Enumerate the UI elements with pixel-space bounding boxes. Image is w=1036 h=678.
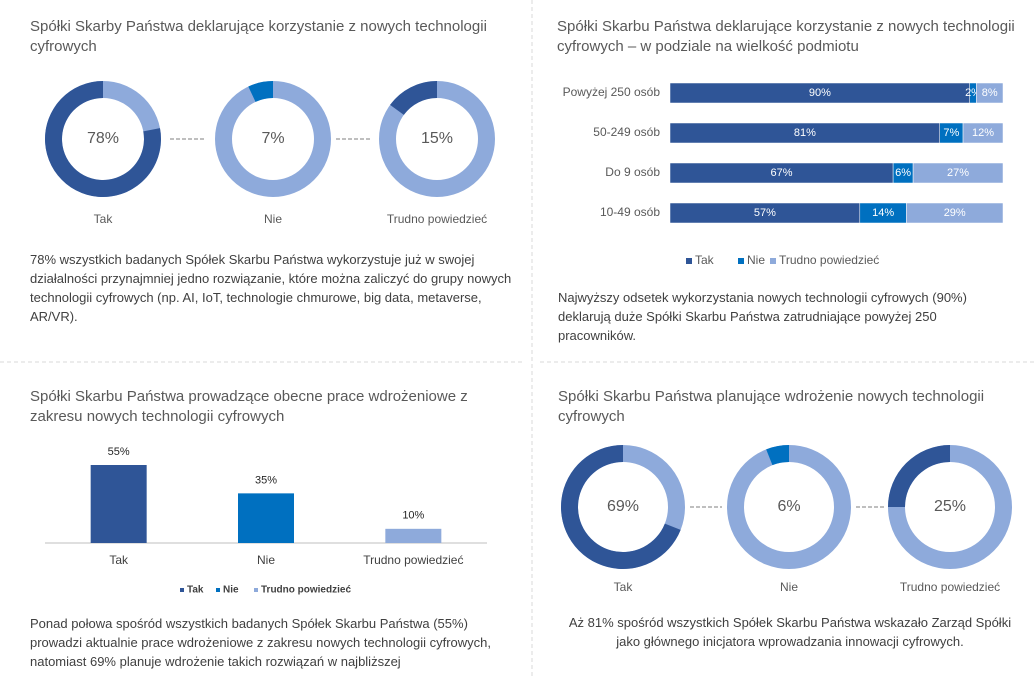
caption: Ponad połowa spośród wszystkich badanych… [30,616,492,669]
legend-label: Trudno powiedzieć [261,585,351,596]
bar-segment [912,162,1004,184]
donut-segment [888,445,950,507]
data-label: 6% [895,167,911,179]
legend-swatch [686,258,692,264]
x-tick-label: Tak [109,553,129,567]
donut-value: 78% [87,130,119,147]
y-tick-label: 10-49 osób [600,205,660,219]
bar [385,528,442,543]
legend-label: Tak [695,253,715,267]
donut-value: 7% [261,130,284,147]
donut-category: Tak [614,580,634,594]
data-label: 57% [754,207,776,219]
chart-title: Spółki Skarby Państwa deklarujące korzys… [30,18,487,55]
data-label: 8% [982,87,998,99]
donut-value: 15% [421,130,453,147]
legend-swatch [770,258,776,264]
caption: Aż 81% spośród wszystkich Spółek Skarbu … [568,615,1012,649]
chart-title: Spółki Skarbu Państwa planujące wdrożeni… [558,388,985,425]
data-label: 29% [944,207,966,219]
donut-category: Trudno powiedzieć [900,580,1000,594]
donut-category: Tak [94,212,114,226]
y-tick-label: Do 9 osób [605,165,660,179]
donut-category: Trudno powiedzieć [387,212,487,226]
donut-segment [766,445,789,466]
data-label: 55% [108,446,130,458]
bar [90,465,147,543]
data-label: 81% [794,127,816,139]
data-label: 90% [809,87,831,99]
y-tick-label: Powyżej 250 osób [563,85,661,99]
legend-label: Nie [747,253,765,267]
data-label: 12% [972,127,994,139]
donut-category: Nie [780,580,798,594]
legend-swatch [738,258,744,264]
x-tick-label: Trudno powiedzieć [363,553,463,567]
data-label: 35% [255,474,277,486]
donut-value: 69% [607,498,639,515]
data-label: 67% [771,167,793,179]
data-label: 14% [872,207,894,219]
legend-label: Tak [187,585,204,596]
bar-segment [906,202,1004,224]
caption: Najwyższy odsetek wykorzystania nowych t… [558,290,967,343]
y-tick-label: 50-249 osób [593,125,660,139]
legend-swatch [216,588,220,592]
legend-swatch [254,588,258,592]
chart-title: Spółki Skarbu Państwa prowadzące obecne … [30,388,468,425]
data-label: 27% [947,167,969,179]
donut-segment [248,81,273,102]
bar [238,493,294,543]
legend-label: Nie [223,585,239,596]
legend-label: Trudno powiedzieć [779,253,879,267]
bar-segment [962,122,1004,144]
legend-swatch [180,588,184,592]
bar-segment [976,82,1004,104]
donut-value: 25% [934,498,966,515]
donut-value: 6% [777,498,800,515]
donut-segment [45,81,162,197]
donut-segment [390,81,437,115]
data-label: 10% [402,510,424,522]
caption: 78% wszystkich badanych Spółek Skarbu Pa… [30,252,512,324]
donut-category: Nie [264,212,282,226]
chart-title: Spółki Skarbu Państwa deklarujące korzys… [557,18,1015,55]
x-tick-label: Nie [257,553,275,567]
data-label: 7% [943,127,959,139]
